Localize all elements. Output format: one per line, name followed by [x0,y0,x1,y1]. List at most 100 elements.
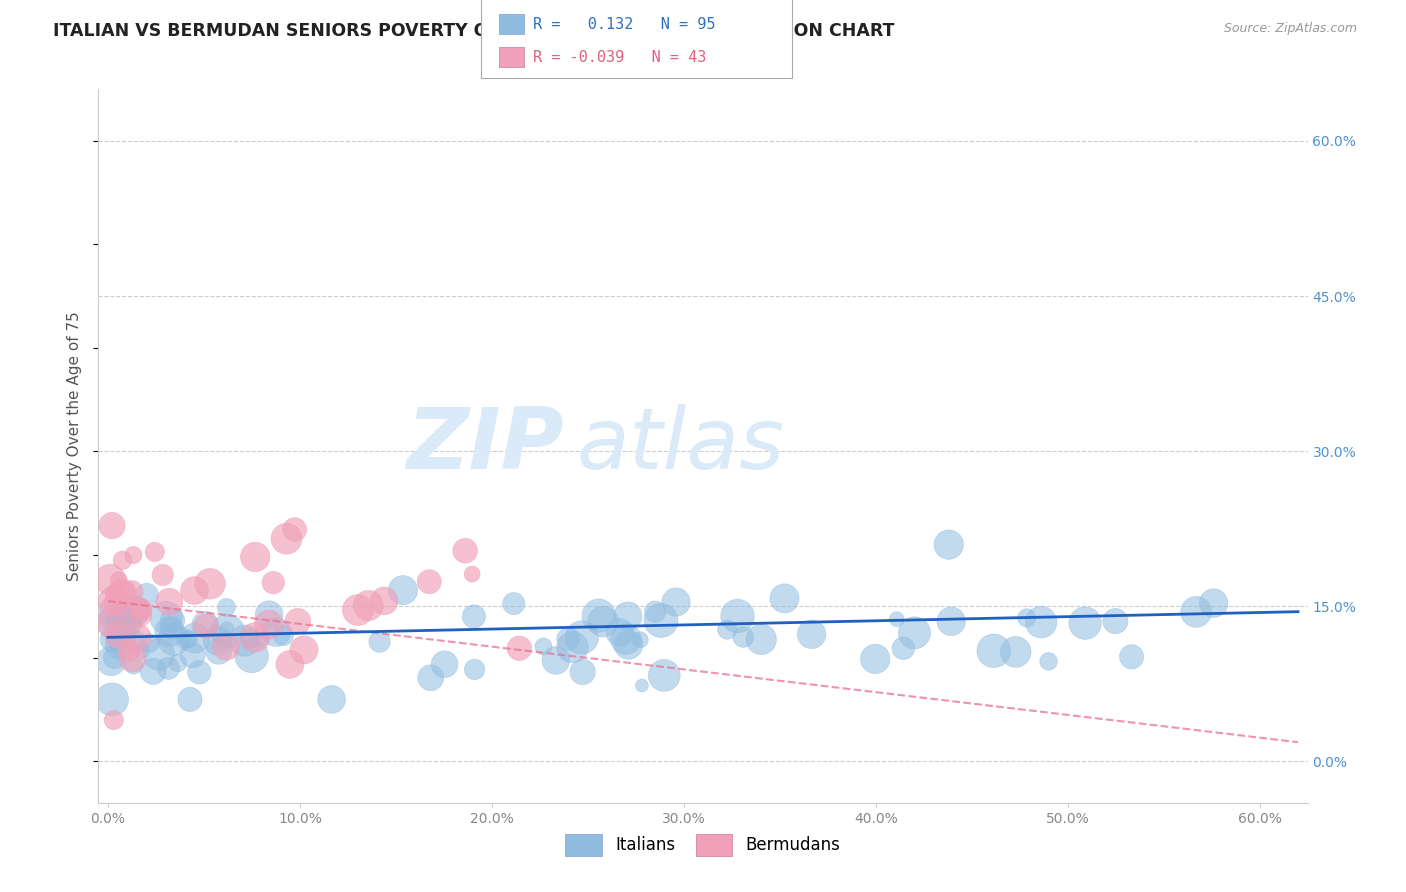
Point [321,692,343,706]
Text: R = -0.039   N = 43: R = -0.039 N = 43 [533,50,706,64]
Point [110,638,132,652]
Point [101,692,124,706]
Point [1185,605,1208,619]
Point [114,615,136,629]
Point [100,654,122,668]
Point [174,632,197,647]
Point [188,665,211,680]
Point [250,633,273,648]
Point [292,643,315,657]
Point [160,621,183,635]
Point [665,595,688,609]
Point [143,545,166,559]
Point [159,624,181,639]
Point [773,591,796,606]
Point [1004,645,1026,659]
Point [1029,615,1052,629]
Point [571,631,593,645]
Point [1038,654,1060,668]
Point [502,597,524,611]
Point [357,599,380,613]
Point [107,628,129,642]
Point [122,548,145,562]
Point [112,621,135,635]
Point [257,617,280,632]
Point [167,656,190,670]
Point [179,692,201,706]
Point [162,614,184,628]
Point [103,616,125,631]
Point [105,597,128,611]
Point [217,624,239,639]
Point [617,609,640,624]
Point [131,644,153,658]
Point [215,640,238,654]
Point [463,609,485,624]
Point [179,632,201,646]
Point [215,600,238,615]
Point [98,573,121,587]
Point [617,638,640,652]
Point [207,633,229,648]
Point [1074,616,1097,631]
Point [107,621,129,635]
Point [110,615,132,630]
Point [108,634,131,648]
Point [122,657,145,672]
Point [208,644,231,658]
Point [155,610,177,624]
Point [111,585,134,599]
Point [245,549,267,564]
Point [373,594,395,608]
Point [557,632,579,646]
Point [157,595,180,609]
Point [183,631,205,645]
Point [103,713,125,727]
Point [124,604,146,618]
Point [461,567,484,582]
Point [239,632,262,646]
Point [273,628,295,642]
Point [124,635,146,649]
Point [129,604,152,618]
Point [938,538,960,552]
Text: Source: ZipAtlas.com: Source: ZipAtlas.com [1223,22,1357,36]
Point [716,623,738,637]
Legend: Italians, Bermudans: Italians, Bermudans [558,828,848,863]
Point [533,640,555,654]
Point [287,615,309,629]
Text: ZIP: ZIP [406,404,564,488]
Point [903,625,925,640]
Point [592,615,614,629]
Point [1121,649,1143,664]
Point [195,619,218,633]
Point [138,636,160,650]
Point [1015,611,1038,625]
Point [148,648,170,662]
Point [278,657,301,672]
Point [142,665,165,679]
Point [118,643,141,657]
Point [264,625,287,640]
Point [243,631,266,645]
Point [121,652,143,666]
Point [240,648,263,663]
Point [101,595,124,609]
Point [111,586,134,600]
Point [107,573,129,587]
Point [609,625,631,640]
Point [276,532,298,546]
Point [198,576,221,591]
Point [347,603,370,617]
Y-axis label: Seniors Poverty Over the Age of 75: Seniors Poverty Over the Age of 75 [67,311,83,581]
Text: atlas: atlas [576,404,785,488]
Point [100,615,122,630]
Point [111,553,134,567]
Point [652,668,675,682]
Point [588,608,610,623]
Text: ITALIAN VS BERMUDAN SENIORS POVERTY OVER THE AGE OF 75 CORRELATION CHART: ITALIAN VS BERMUDAN SENIORS POVERTY OVER… [53,22,896,40]
Point [257,607,280,622]
Point [1104,614,1126,628]
Point [891,641,914,656]
Point [628,632,651,647]
